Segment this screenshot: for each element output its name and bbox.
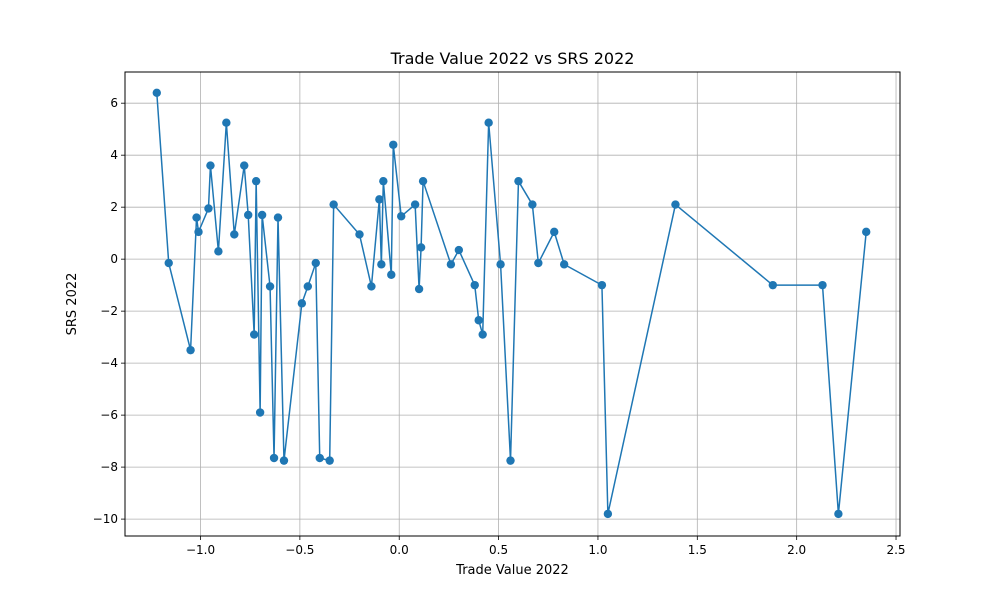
- data-point: [273, 213, 283, 222]
- x-tick-label: 1.0: [588, 543, 607, 557]
- chart-title: Trade Value 2022 vs SRS 2022: [390, 49, 635, 68]
- x-tick-label: −0.5: [285, 543, 314, 557]
- data-point: [152, 88, 161, 98]
- y-tick-label: 6: [110, 96, 118, 110]
- data-point: [257, 210, 267, 220]
- data-point: [297, 299, 307, 308]
- data-point: [603, 509, 613, 519]
- y-axis-label: SRS 2022: [65, 273, 80, 336]
- data-point: [204, 204, 213, 213]
- data-point: [446, 260, 456, 269]
- y-tick-label: 4: [110, 148, 118, 162]
- data-point: [315, 453, 324, 463]
- data-point: [377, 260, 386, 269]
- data-point: [389, 140, 398, 149]
- data-point: [194, 227, 203, 237]
- data-point: [768, 280, 778, 290]
- data-point: [230, 230, 239, 239]
- data-point: [255, 408, 265, 417]
- data-point: [414, 284, 424, 294]
- data-point: [528, 200, 537, 209]
- data-point: [214, 247, 223, 256]
- ticks: −1.0 −0.5 0.0 0.5 1.0 1.5 2.0 2.5 −10 −8 −6 −4 −2 0 2 4…: [93, 96, 906, 557]
- data-point: [379, 176, 388, 186]
- data-point: [186, 345, 195, 355]
- y-tick-label: −6: [100, 408, 118, 422]
- data-point: [671, 200, 680, 209]
- data-point: [240, 161, 249, 170]
- data-point: [265, 282, 275, 291]
- data-point: [496, 260, 505, 269]
- data-point: [478, 330, 487, 339]
- data-point: [325, 456, 334, 465]
- data-point: [416, 243, 426, 252]
- data-point: [559, 260, 569, 269]
- data-point: [244, 210, 253, 220]
- data-point: [251, 176, 261, 186]
- x-tick-label: −1.0: [186, 543, 215, 557]
- y-tick-label: 0: [110, 252, 118, 266]
- data-point: [192, 213, 201, 222]
- data-point: [818, 280, 827, 290]
- x-axis-label: Trade Value 2022: [455, 563, 569, 578]
- data-point: [514, 176, 523, 186]
- data-point: [206, 161, 215, 170]
- series: [152, 88, 871, 519]
- data-point: [484, 118, 493, 127]
- data-point: [534, 258, 543, 268]
- x-tick-label: 2.0: [787, 543, 806, 557]
- data-point: [355, 230, 364, 239]
- data-point: [279, 456, 289, 465]
- plot-frame: [124, 71, 901, 537]
- data-point: [862, 227, 871, 237]
- data-point: [311, 258, 320, 268]
- data-point: [367, 282, 376, 291]
- x-tick-label: 0.0: [390, 543, 409, 557]
- data-point: [454, 245, 464, 255]
- data-point: [474, 316, 483, 325]
- data-point: [303, 282, 313, 291]
- data-point: [375, 195, 384, 204]
- data-point: [249, 330, 259, 339]
- grid: [125, 72, 900, 536]
- y-tick-label: −8: [100, 460, 118, 474]
- data-point: [222, 118, 231, 127]
- data-point: [597, 280, 607, 290]
- data-point: [506, 456, 515, 465]
- data-point: [550, 227, 559, 237]
- data-point: [387, 270, 396, 279]
- data-point: [834, 509, 843, 519]
- data-point: [410, 200, 420, 209]
- data-point: [269, 453, 279, 463]
- y-tick-label: 2: [110, 200, 118, 214]
- x-tick-label: 0.5: [489, 543, 508, 557]
- y-tick-label: −10: [93, 512, 118, 526]
- data-point: [397, 212, 406, 221]
- data-point: [164, 258, 173, 268]
- x-tick-label: 2.5: [886, 543, 905, 557]
- data-point: [470, 280, 479, 290]
- data-point: [418, 176, 428, 186]
- series-line: [156, 92, 867, 515]
- data-point: [329, 200, 338, 209]
- y-tick-label: −2: [100, 304, 118, 318]
- x-tick-label: 1.5: [688, 543, 707, 557]
- y-tick-label: −4: [100, 356, 118, 370]
